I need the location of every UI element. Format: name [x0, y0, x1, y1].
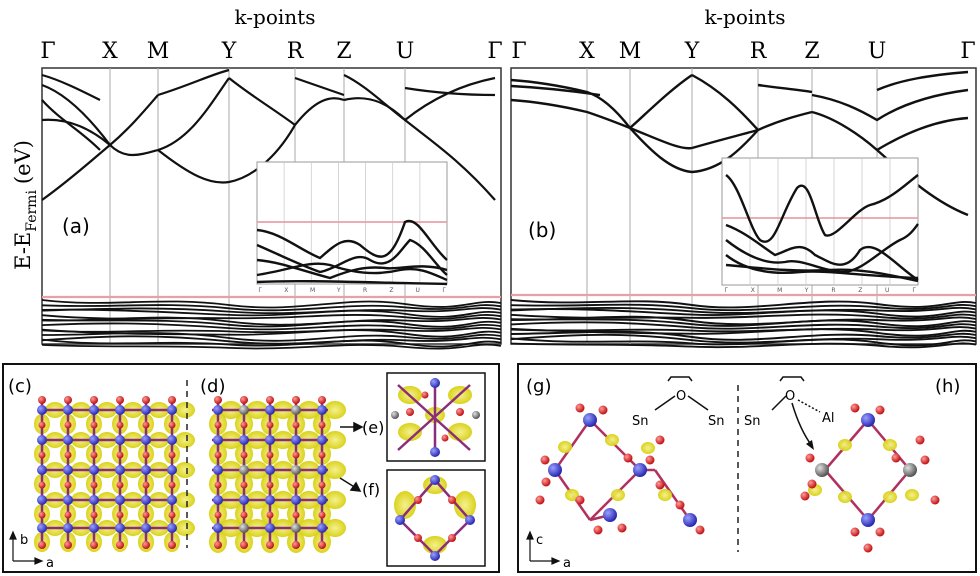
- atom-label-al: Al: [822, 411, 835, 426]
- k-point-label: Z: [804, 39, 819, 64]
- atom-label-sn-3: Sn: [744, 414, 761, 429]
- crystal-structure-h: [800, 403, 940, 553]
- y-axis-label-main: E-E: [11, 232, 35, 270]
- inset-tick-label: Z: [389, 287, 393, 294]
- k-point-label: Γ: [40, 39, 55, 64]
- atom-label-o-h: O: [785, 389, 795, 404]
- atom-label-sn-2: Sn: [708, 414, 725, 429]
- inset-tick-label: Γ: [912, 287, 916, 294]
- label-h: (h): [935, 376, 960, 397]
- band-lines-a: [41, 68, 502, 350]
- panel-label-a: (a): [62, 214, 90, 238]
- inset-tick-label: M: [777, 287, 782, 294]
- panel-label-b: (b): [528, 218, 556, 242]
- label-f: (f): [362, 480, 380, 499]
- inset-tick-label: U: [885, 287, 889, 294]
- bond-schematic-g: [654, 376, 709, 411]
- k-point-label: Z: [336, 39, 351, 64]
- k-point-label: Y: [684, 39, 700, 64]
- inset-tick-label: R: [831, 287, 835, 294]
- label-g: (g): [526, 376, 551, 397]
- k-point-label: Y: [221, 39, 237, 64]
- label-e: (e): [362, 418, 384, 437]
- k-point-label: M: [147, 39, 170, 64]
- inset-tick-label: Γ: [724, 287, 728, 294]
- crystal-structure-e: [391, 378, 480, 457]
- inset-tick-label: Y: [804, 287, 809, 294]
- atom-label-sn-1: Sn: [632, 414, 649, 429]
- k-point-label: U: [868, 39, 887, 64]
- k-point-label: X: [579, 39, 595, 64]
- crystal-structure-d: [209, 396, 346, 553]
- y-axis-label-subscript: Fermi: [24, 190, 40, 232]
- inset-tick-label: X: [284, 287, 288, 294]
- axis-indicator-left: [9, 530, 44, 565]
- inset-tick-label: X: [751, 287, 755, 294]
- axis-label-a-right: a: [563, 556, 571, 571]
- svg-text:E-EFermi(eV): E-EFermi (eV): [11, 140, 40, 270]
- k-point-label: Γ: [960, 39, 975, 64]
- structure-panel-left: (c) (d) (e) (f) b a: [2, 363, 500, 573]
- axis-label-a-left: a: [46, 556, 54, 571]
- k-point-label: X: [102, 39, 118, 64]
- k-point-label: M: [619, 39, 642, 64]
- arrow-to-f: [339, 477, 362, 492]
- inset-tick-label: Γ: [258, 287, 262, 294]
- structure-panel-right: Sn O Sn Sn O Al (g) (h) c a: [517, 363, 977, 573]
- axis-indicator-right: [526, 530, 561, 565]
- migration-arrow-head: [806, 440, 814, 450]
- inset-tick-label: Z: [858, 287, 862, 294]
- band-structure-panel-a: k-points Γ X M Y R Z U Γ (a) Γ X M Y R Z U Γ: [40, 5, 503, 350]
- label-c: (c): [8, 376, 32, 397]
- inset-tick-label: U: [416, 287, 420, 294]
- k-point-label: U: [396, 39, 415, 64]
- inset-tick-label: Y: [336, 287, 341, 294]
- y-axis-label-unit: (eV): [11, 140, 35, 184]
- axis-label-b: b: [20, 533, 28, 548]
- k-point-label: R: [287, 39, 305, 64]
- arrow-to-e: [340, 421, 364, 433]
- crystal-structure-c: [34, 396, 195, 552]
- inset-tick-label: Γ: [442, 287, 446, 294]
- inset-tick-label: R: [363, 287, 367, 294]
- crystal-structure-g: [535, 403, 705, 535]
- k-points-header-b: k-points: [705, 5, 786, 29]
- k-points-header-a: k-points: [235, 5, 316, 29]
- band-lines-b: [510, 70, 977, 349]
- axis-label-c: c: [536, 533, 543, 548]
- y-axis-label: E-EFermi (eV): [11, 140, 40, 270]
- inset-tick-label: M: [310, 287, 315, 294]
- label-d: (d): [200, 376, 225, 397]
- k-point-label: Γ: [487, 39, 502, 64]
- atom-label-o-g: O: [676, 389, 686, 404]
- crystal-structure-f: [394, 475, 476, 561]
- k-point-label: Γ: [511, 39, 526, 64]
- k-point-label: R: [750, 39, 768, 64]
